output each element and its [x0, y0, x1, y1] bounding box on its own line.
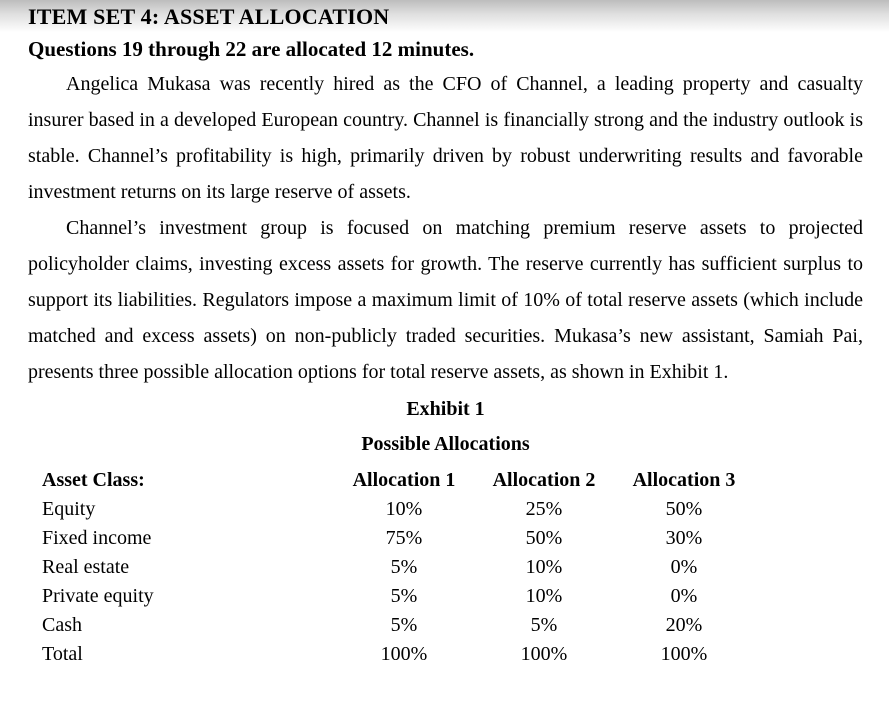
header-allocation-1: Allocation 1 [352, 469, 456, 491]
row-allocation-3-value: 100% [660, 643, 708, 665]
item-set-title: ITEM SET 4: ASSET ALLOCATION [28, 4, 390, 29]
table-header-row: Asset Class: Allocation 1 Allocation 2 A… [42, 466, 754, 495]
time-allocation-note: Questions 19 through 22 are allocated 12… [28, 37, 475, 61]
row-allocation-1-value: 100% [380, 643, 428, 665]
table-row: Equity 10% 25% 50% [42, 495, 754, 524]
allocation-table: Asset Class: Allocation 1 Allocation 2 A… [42, 466, 754, 669]
row-allocation-2-value: 100% [520, 643, 568, 665]
table-row: Total 100% 100% 100% [42, 640, 754, 669]
exhibit-1: Exhibit 1 Possible Allocations Asset Cla… [28, 392, 863, 669]
row-allocation-2-value: 5% [530, 614, 558, 636]
exhibit-title: Exhibit 1 [406, 398, 485, 420]
header-allocation-2: Allocation 2 [492, 469, 596, 491]
row-label: Total [42, 643, 83, 665]
row-allocation-3-value: 50% [665, 498, 703, 520]
table-row: Cash 5% 5% 20% [42, 611, 754, 640]
row-allocation-1-value: 75% [385, 527, 423, 549]
table-row: Real estate 5% 10% 0% [42, 553, 754, 582]
row-allocation-2-value: 10% [525, 585, 563, 607]
paragraph-investment-group: Channel’s investment group is focused on… [28, 217, 863, 383]
paragraph-intro: Angelica Mukasa was recently hired as th… [28, 73, 863, 203]
row-label: Fixed income [42, 527, 152, 549]
row-allocation-1-value: 5% [390, 585, 418, 607]
row-allocation-2-value: 10% [525, 556, 563, 578]
document-content: ITEM SET 4: ASSET ALLOCATION Questions 1… [28, 4, 863, 669]
row-label: Private equity [42, 585, 154, 607]
row-allocation-1-value: 10% [385, 498, 423, 520]
table-row: Private equity 5% 10% 0% [42, 582, 754, 611]
header-asset-class: Asset Class: [42, 469, 145, 491]
table-row: Fixed income 75% 50% 30% [42, 524, 754, 553]
row-label: Cash [42, 614, 82, 636]
row-allocation-1-value: 5% [390, 556, 418, 578]
row-allocation-1-value: 5% [390, 614, 418, 636]
row-allocation-3-value: 0% [670, 556, 698, 578]
row-allocation-3-value: 0% [670, 585, 698, 607]
row-allocation-3-value: 30% [665, 527, 703, 549]
header-allocation-3: Allocation 3 [632, 469, 736, 491]
exhibit-subtitle: Possible Allocations [361, 433, 530, 455]
row-label: Real estate [42, 556, 130, 578]
row-allocation-3-value: 20% [665, 614, 703, 636]
row-label: Equity [42, 498, 96, 520]
row-allocation-2-value: 25% [525, 498, 563, 520]
row-allocation-2-value: 50% [525, 527, 563, 549]
